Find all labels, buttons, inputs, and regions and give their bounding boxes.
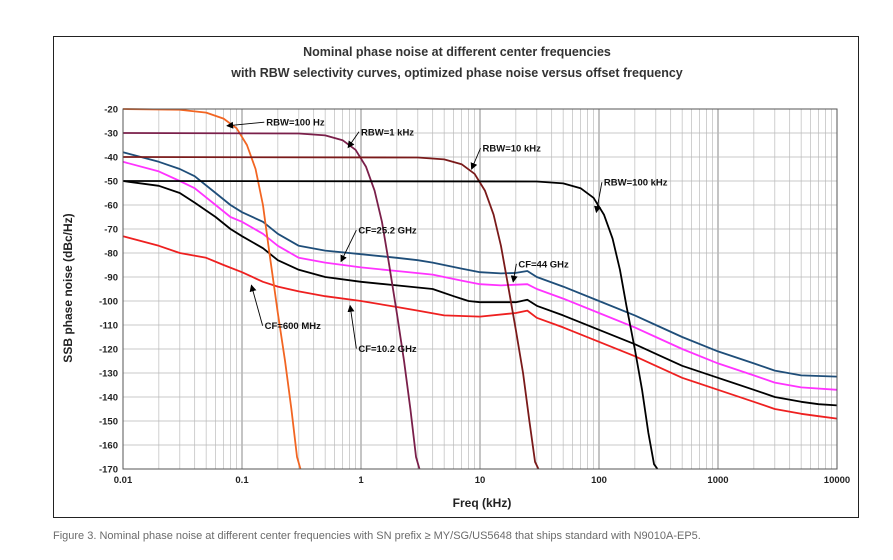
y-axis-label: SSB phase noise (dBc/Hz) (61, 213, 75, 362)
x-tick-label: 1000 (707, 475, 728, 486)
annotation-arrow (340, 230, 357, 263)
x-tick-label: 0.1 (235, 475, 249, 486)
y-tick-label: -120 (99, 345, 118, 356)
x-tick-label: 10 (475, 475, 486, 486)
y-tick-label: -30 (104, 129, 118, 140)
plot-border (122, 108, 838, 470)
y-tick-label: -70 (104, 225, 118, 236)
annotation-arrow (594, 182, 603, 214)
grid (122, 108, 837, 470)
series-line-cf-44-ghz (122, 151, 838, 378)
y-tick-label: -130 (99, 369, 118, 380)
y-tick-label: -150 (99, 417, 118, 428)
y-tick-label: -80 (104, 249, 118, 260)
x-tick-label: 0.01 (114, 475, 133, 486)
y-tick-label: -20 (104, 105, 118, 116)
annotation-label: CF=10.2 GHz (358, 344, 417, 355)
annotation-arrow (470, 147, 481, 170)
annotation-label: RBW=100 Hz (266, 118, 325, 129)
annotation-arrow (347, 304, 357, 349)
chart-title-line2: with RBW selectivity curves, optimized p… (230, 66, 683, 80)
y-tick-label: -170 (99, 465, 118, 476)
y-tick-label: -140 (99, 393, 118, 404)
series-line-rbw-100-hz (122, 108, 302, 470)
annotation-label: CF=600 MHz (265, 321, 321, 332)
annotation-label: RBW=1 kHz (361, 127, 414, 138)
annotation-arrow (510, 263, 518, 283)
series-line-cf-25-2-ghz (122, 160, 838, 391)
phase-noise-chart: Nominal phase noise at different center … (61, 45, 850, 510)
chart-frame: Nominal phase noise at different center … (53, 36, 859, 518)
annotation-arrow (226, 121, 265, 129)
x-tick-label: 1 (358, 475, 364, 486)
annotation-label: RBW=100 kHz (604, 178, 668, 189)
series-line-rbw-1-khz (122, 132, 421, 470)
annotation-label: RBW=10 kHz (483, 144, 542, 155)
series-line-cf-600-mhz (122, 235, 838, 420)
annotation-label: CF=44 GHz (518, 259, 569, 270)
figure-caption: Figure 3. Nominal phase noise at differe… (53, 530, 701, 542)
chart-title-line1: Nominal phase noise at different center … (303, 45, 611, 59)
y-tick-label: -90 (104, 273, 118, 284)
x-tick-label: 100 (591, 475, 607, 486)
series-layer (122, 108, 838, 470)
y-tick-label: -60 (104, 201, 118, 212)
annotations: RBW=100 Hz RBW=1 kHz RBW=10 kHz RBW=100 kHz… (226, 118, 668, 355)
x-tick-label: 10000 (824, 475, 850, 486)
series-line-rbw-10-khz (122, 156, 540, 470)
y-tick-label: -40 (104, 153, 118, 164)
annotation-arrow (347, 131, 360, 149)
annotation-label: CF=25.2 GHz (358, 226, 417, 237)
y-tick-label: -100 (99, 297, 118, 308)
y-tick-label: -50 (104, 177, 118, 188)
annotation-arrow (249, 284, 264, 326)
axes: -20 -30 -40 -50 -60 -70 -80 -90 -100 -110 -120 -130… (99, 105, 850, 487)
y-tick-label: -110 (100, 321, 119, 332)
x-axis-label: Freq (kHz) (453, 496, 512, 510)
y-tick-label: -160 (99, 441, 118, 452)
series-line-cf-10-2-ghz (122, 180, 838, 407)
series-line-rbw-100-khz (122, 180, 659, 470)
